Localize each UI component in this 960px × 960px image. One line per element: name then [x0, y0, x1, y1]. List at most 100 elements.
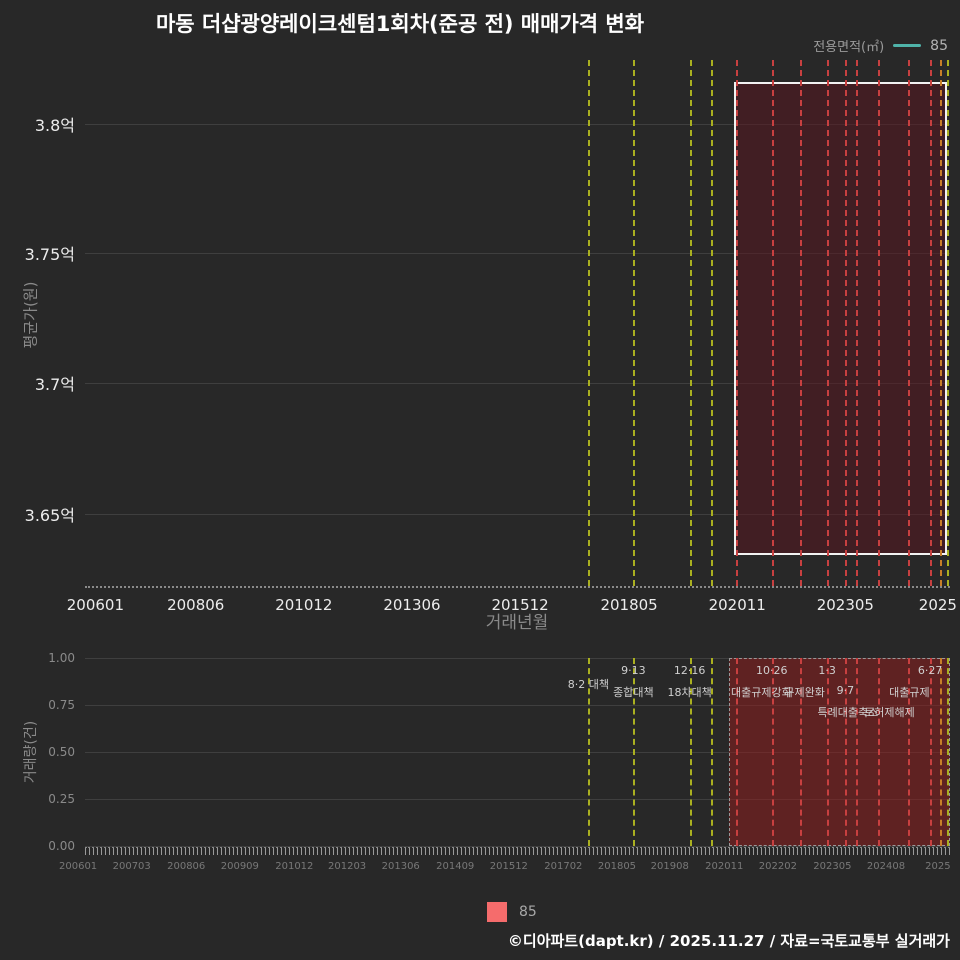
- x-tick-label: 201012: [275, 596, 333, 614]
- y-gridline: [85, 752, 950, 753]
- y-gridline: [85, 253, 950, 255]
- x-tick-label: 201805: [600, 596, 658, 614]
- y-gridline: [85, 382, 950, 384]
- policy-event-line: [800, 60, 803, 586]
- policy-event-line: [947, 60, 950, 586]
- x-tick-label: 201409: [436, 861, 475, 872]
- policy-event-line: [855, 60, 858, 586]
- policy-annotation: 규제완화: [784, 686, 825, 699]
- policy-annotation: 1·3: [818, 664, 836, 677]
- x-tick-label: 201512: [491, 596, 549, 614]
- highlight-region[interactable]: [729, 658, 950, 846]
- policy-event-line: [711, 60, 714, 586]
- policy-event-line: [633, 60, 636, 586]
- series-legend[interactable]: 85: [487, 902, 537, 922]
- policy-annotation: 대출규제: [889, 686, 930, 699]
- policy-event-line: [588, 658, 591, 846]
- series-legend-label: 85: [519, 904, 537, 920]
- policy-event-line: [736, 60, 739, 586]
- policy-annotation: 9·13: [621, 664, 646, 677]
- x-tick-label: 202202: [758, 861, 797, 872]
- x-tick-label: 202011: [705, 861, 744, 872]
- price-x-axis-label: 거래년월: [485, 613, 549, 633]
- policy-event-line: [845, 658, 848, 846]
- area-legend[interactable]: 전용면적(㎡) 85: [813, 36, 948, 56]
- policy-annotation: 18차대책: [667, 686, 712, 699]
- x-tick-label: 201512: [489, 861, 528, 872]
- policy-event-line: [907, 658, 910, 846]
- policy-annotation: 10·26: [756, 664, 788, 677]
- policy-event-line: [845, 60, 848, 586]
- x-tick-label: 202305: [816, 596, 874, 614]
- y-gridline: [85, 658, 950, 659]
- y-gridline: [85, 846, 950, 847]
- policy-event-line: [800, 658, 803, 846]
- policy-event-line: [907, 60, 910, 586]
- x-tick-label: 2025: [925, 861, 951, 872]
- policy-event-line: [771, 658, 774, 846]
- policy-event-line: [939, 60, 942, 586]
- y-tick-label: 0.50: [48, 745, 75, 759]
- policy-event-line: [947, 658, 950, 846]
- highlight-region[interactable]: [733, 82, 948, 555]
- policy-event-line: [771, 60, 774, 586]
- page-title: 마동 더샵광양레이크센텀1회차(준공 전) 매매가격 변화: [155, 12, 645, 36]
- price-y-axis-label: 평균가(원): [21, 281, 40, 349]
- y-gridline: [85, 705, 950, 706]
- policy-event-line: [689, 658, 692, 846]
- x-tick-label: 201203: [328, 861, 367, 872]
- x-tick-label: 201306: [381, 861, 420, 872]
- policy-annotation: 6·27: [917, 664, 943, 677]
- x-tick-label: 202305: [813, 861, 852, 872]
- volume-y-axis-label: 거래량(건): [23, 720, 39, 784]
- y-tick-label: 1.00: [48, 651, 75, 665]
- x-tick-label: 200601: [59, 861, 98, 872]
- x-tick-label: 200601: [66, 596, 125, 614]
- policy-event-line: [736, 658, 739, 846]
- y-tick-label: 0.00: [48, 839, 75, 853]
- policy-event-line: [878, 60, 881, 586]
- x-tick-label: 200806: [167, 596, 225, 614]
- policy-event-line: [633, 658, 636, 846]
- teal-line-icon: [893, 44, 922, 47]
- legend-swatch-icon: [487, 902, 507, 922]
- price-plot-area[interactable]: 3.8억 3.75억 3.7억 3.65억 200601 200806 201012 2013…: [25, 60, 957, 614]
- y-gridline: [85, 799, 950, 800]
- area-legend-label: 전용면적(㎡): [813, 40, 885, 55]
- policy-annotation: 대출규제강화: [731, 686, 792, 699]
- policy-event-line: [711, 658, 714, 846]
- x-tick-label: 202408: [866, 861, 906, 872]
- policy-event-line: [939, 658, 942, 846]
- policy-event-line: [930, 658, 933, 846]
- y-gridline: [85, 123, 950, 125]
- policy-annotation: 8·2 대책: [567, 678, 610, 691]
- policy-event-line: [689, 60, 692, 586]
- x-tick-label: 200806: [167, 861, 206, 872]
- volume-plot-area[interactable]: 1.00 0.75 0.50 0.25 0.00 200601 200703 200806 20…: [48, 651, 950, 872]
- y-tick-label: 0.75: [48, 698, 75, 712]
- policy-event-line: [855, 658, 858, 846]
- x-tick-label: 201805: [597, 861, 637, 872]
- policy-event-line: [930, 60, 933, 586]
- x-tick-label: 201306: [383, 596, 441, 614]
- y-tick-label: 3.7억: [34, 374, 75, 394]
- policy-annotation: 12·16: [673, 664, 706, 677]
- policy-event-line: [827, 60, 830, 586]
- x-tick-label: 2025: [918, 596, 957, 614]
- x-tick-label: 200703: [112, 861, 151, 872]
- copyright-footer: ©디아파트(dapt.kr) / 2025.11.27 / 자료=국토교통부 실…: [507, 932, 950, 950]
- x-tick-label: 201702: [544, 861, 583, 872]
- y-tick-label: 3.8억: [34, 115, 75, 135]
- axis-minor-ticks: [85, 848, 950, 855]
- x-tick-label: 202011: [708, 596, 766, 614]
- policy-annotation: 토허제해제: [864, 706, 915, 719]
- policy-annotation: 특례대출축소: [817, 706, 879, 719]
- policy-annotation: 종합대책: [613, 686, 654, 699]
- x-tick-label: 201012: [275, 861, 314, 872]
- x-tick-label: 200909: [220, 861, 259, 872]
- y-tick-label: 3.75억: [24, 245, 75, 265]
- y-gridline: [85, 514, 950, 516]
- y-tick-label: 0.25: [48, 792, 75, 806]
- policy-event-line: [588, 60, 591, 586]
